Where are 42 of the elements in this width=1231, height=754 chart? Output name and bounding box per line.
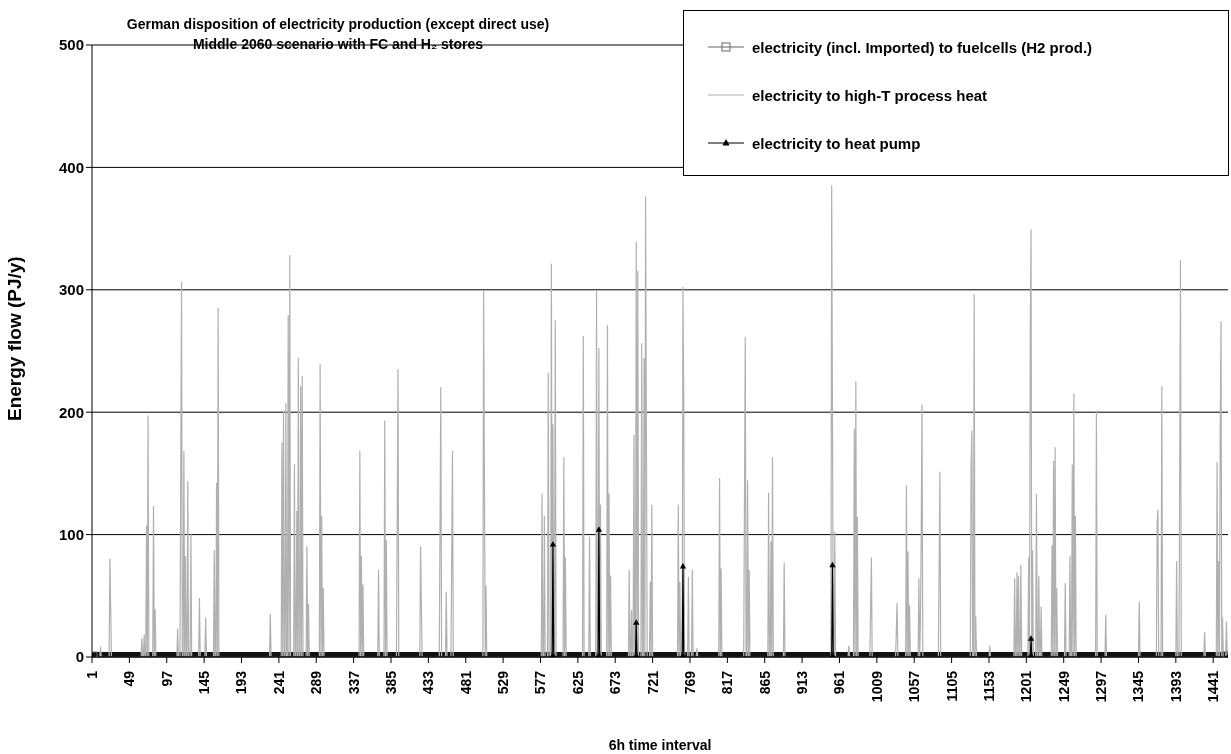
x-tick-label: 1249: [1055, 670, 1072, 703]
x-tick-label: 145: [196, 670, 213, 695]
x-tick-label: 49: [121, 670, 138, 687]
x-tick-label: 1441: [1205, 670, 1222, 703]
x-tick-label: 337: [345, 670, 362, 695]
y-tick-label: 300: [58, 281, 84, 299]
x-tick-label: 481: [457, 670, 474, 695]
legend-label: electricity to high-T process heat: [752, 86, 988, 104]
x-tick-label: 1297: [1093, 670, 1110, 703]
x-tick-label: 433: [420, 670, 437, 695]
y-tick-label: 200: [58, 403, 84, 421]
x-tick-label: 193: [233, 670, 250, 695]
chart-title: German disposition of electricity production (except direct use) Middle 2060 scenario with FC and H₂ stores: [125, 15, 551, 54]
x-tick-label: 625: [569, 670, 586, 695]
x-tick-label: 817: [719, 670, 736, 695]
x-tick-label: 1393: [1167, 670, 1184, 703]
x-tick-label: 721: [644, 670, 661, 695]
y-tick-label: 500: [58, 36, 84, 54]
x-tick-label: 577: [532, 670, 549, 695]
x-tick-label: 865: [756, 670, 773, 695]
x-tick-label: 913: [794, 670, 811, 695]
y-tick-label: 400: [58, 158, 84, 176]
x-tick-label: 1: [84, 670, 100, 679]
y-tick-label: 0: [75, 648, 84, 666]
x-tick-label: 289: [308, 670, 325, 695]
x-tick-label: 1153: [980, 670, 997, 702]
x-tick-label: 97: [158, 670, 175, 687]
legend-label: electricity to heat pump: [752, 134, 921, 152]
x-tick-label: 673: [607, 670, 624, 695]
x-tick-label: 961: [831, 670, 848, 695]
x-tick-label: 1201: [1018, 670, 1035, 703]
y-tick-label: 100: [58, 525, 84, 543]
x-tick-label: 529: [495, 670, 512, 695]
x-tick-label: 769: [681, 670, 698, 695]
x-tick-label: 1009: [868, 670, 885, 703]
x-tick-label: 1057: [906, 670, 923, 703]
x-tick-label: 241: [270, 670, 287, 695]
x-tick-label: 385: [382, 670, 399, 695]
x-tick-label: 1345: [1130, 670, 1147, 703]
x-axis-title: 6h time interval: [608, 737, 712, 753]
x-tick-label: 1105: [943, 670, 960, 702]
legend-label: electricity (incl. Imported) to fuelcells (H2 prod.): [752, 38, 1093, 56]
